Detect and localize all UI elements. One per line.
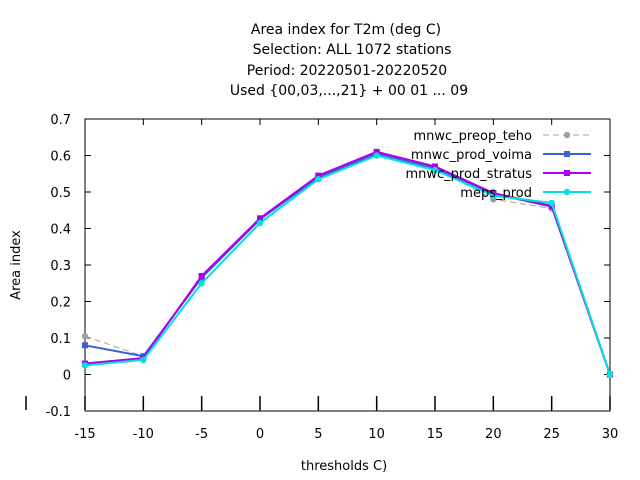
chart-title: Area index for T2m (deg C) Selection: AL… (230, 22, 468, 99)
x-axis-ticks: -15 -10 -5 0 5 10 15 20 25 30 (74, 119, 618, 442)
y-tick-label: 0.7 (50, 113, 71, 128)
legend-item: mnwc_preop_teho (414, 129, 591, 144)
data-point (81, 332, 89, 340)
y-tick-label: 0.6 (50, 150, 71, 165)
y-tick-label: 0.2 (50, 296, 71, 311)
x-tick-label: -5 (195, 427, 208, 442)
data-point (257, 215, 263, 222)
title-line-4: Used {00,03,...,21} + 00 01 ... 09 (230, 83, 468, 99)
y-tick-label: 0.5 (50, 186, 71, 201)
legend: mnwc_preop_teho mnwc_prod_voima mnwc_prod_… (406, 129, 591, 201)
x-tick-label: 25 (543, 427, 560, 442)
y-axis-ticks: -0.1 0 0.1 0.2 0.3 0.4 0.5 0.6 0.7 (46, 113, 610, 420)
legend-label: mnwc_prod_stratus (406, 167, 533, 182)
data-point (315, 172, 322, 179)
y-tick-label: -0.1 (46, 405, 71, 420)
series-line (84, 154, 611, 375)
legend-label: mnwc_preop_teho (414, 129, 533, 144)
data-point (81, 362, 89, 369)
series-meps_prod (81, 152, 614, 378)
data-point (432, 163, 438, 170)
data-point (315, 176, 322, 183)
legend-swatch-marker (563, 131, 571, 139)
data-point (198, 280, 205, 287)
x-tick-label: 5 (314, 427, 322, 442)
x-tick-label: 0 (256, 427, 264, 442)
data-point (82, 342, 88, 349)
x-tick-label: 15 (427, 427, 444, 442)
x-tick-label: 10 (368, 427, 385, 442)
y-tick-label: 0.4 (50, 223, 71, 238)
legend-item: mnwc_prod_voima (411, 148, 591, 163)
title-line-1: Area index for T2m (deg C) (251, 22, 441, 38)
title-line-3: Period: 20220501-20220520 (247, 63, 447, 79)
data-point (140, 356, 147, 364)
x-tick-label: -10 (133, 427, 154, 442)
x-tick-label: 20 (485, 427, 502, 442)
series-mnwc_prod_voima (82, 150, 613, 378)
y-tick-label: 0 (63, 369, 71, 384)
legend-swatch-marker (564, 170, 570, 176)
y-axis-label: Area index (9, 230, 24, 300)
series-mnwc_prod_stratus (82, 148, 613, 378)
legend-label: mnwc_prod_voima (411, 148, 532, 163)
data-point (490, 192, 497, 199)
legend-item: mnwc_prod_stratus (406, 167, 591, 182)
data-point (198, 272, 205, 279)
legend-item: meps_prod (460, 186, 591, 201)
legend-label: meps_prod (460, 186, 532, 201)
data-point (431, 166, 439, 174)
data-point (373, 152, 380, 159)
legend-swatch-marker (563, 188, 571, 196)
x-tick-label: -15 (74, 427, 95, 442)
y-tick-label: 0.3 (50, 259, 71, 274)
title-line-2: Selection: ALL 1072 stations (253, 42, 452, 58)
data-point (373, 148, 380, 155)
data-point (606, 371, 614, 378)
legend-swatch-marker (564, 151, 570, 157)
series-group (81, 148, 614, 378)
data-point (548, 199, 555, 207)
y-tick-label: 0.1 (50, 332, 71, 347)
x-axis-label: thresholds C) (301, 459, 387, 474)
series-mnwc_preop_teho (81, 150, 614, 378)
data-point (256, 219, 264, 227)
x-tick-label: 30 (602, 427, 619, 442)
